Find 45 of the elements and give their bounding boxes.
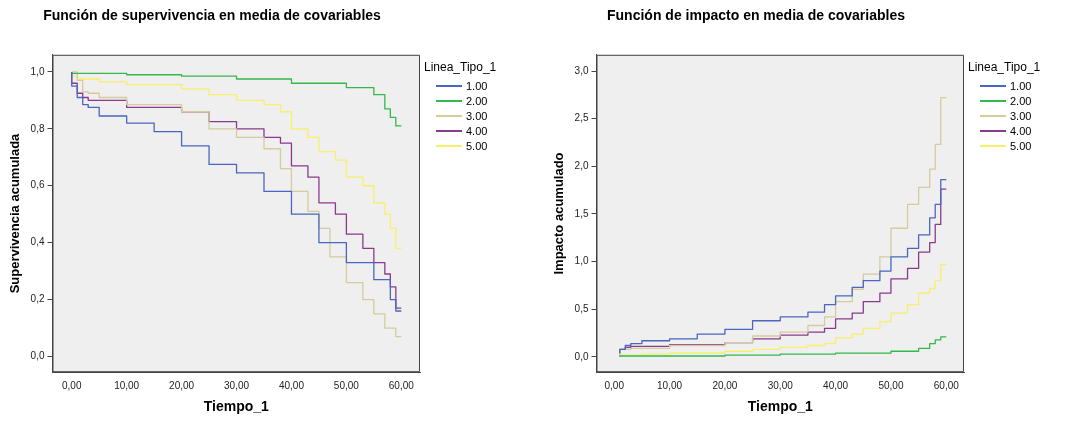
y-axis-title: Impacto acumulado — [551, 152, 567, 275]
chart-title: Función de impacto en media de covariables — [607, 7, 906, 24]
x-tick-label: 60,00 — [933, 379, 960, 391]
x-tick-label: 30,00 — [224, 379, 250, 391]
legend-label: 5.00 — [466, 139, 488, 152]
legend-title: Linea_Tipo_1 — [424, 60, 498, 74]
y-tick-label: 0,0 — [574, 350, 589, 362]
y-tick-label: 0,4 — [30, 236, 45, 248]
x-tick-label: 30,00 — [767, 379, 794, 391]
legend-label: 3.00 — [1010, 109, 1032, 122]
y-tick-label: 0,0 — [30, 350, 45, 362]
x-tick-label: 40,00 — [278, 379, 305, 391]
x-axis-title: Tiempo_1 — [747, 398, 814, 415]
y-tick-label: 0,6 — [30, 179, 45, 191]
x-tick-label: 0,00 — [61, 379, 82, 391]
y-axis-title: Supervivencia acumulada — [7, 132, 23, 294]
x-tick-label: 60,00 — [388, 379, 415, 391]
legend-label: 5.00 — [1010, 139, 1032, 152]
legend-label: 3.00 — [466, 109, 488, 122]
y-tick-label: 0,5 — [574, 303, 589, 315]
legend-label: 1.00 — [466, 79, 488, 92]
x-axis-title: Tiempo_1 — [203, 398, 270, 415]
y-tick-label: 0,8 — [30, 122, 45, 134]
chart-title: Función de supervivencia en media de covariables — [43, 7, 382, 24]
y-tick-label: 2,0 — [574, 160, 589, 172]
legend-label: 2.00 — [466, 94, 488, 107]
x-tick-label: 10,00 — [657, 379, 683, 391]
x-tick-label: 50,00 — [333, 379, 360, 391]
legend-label: 4.00 — [466, 124, 488, 137]
x-tick-label: 10,00 — [114, 379, 140, 391]
legend-label: 2.00 — [1010, 94, 1032, 107]
y-tick-label: 1,5 — [574, 207, 589, 219]
y-tick-label: 1,0 — [30, 65, 45, 77]
x-tick-label: 0,00 — [604, 379, 625, 391]
x-tick-label: 20,00 — [169, 379, 195, 391]
y-tick-label: 1,0 — [574, 255, 589, 267]
legend-title: Linea_Tipo_1 — [968, 60, 1042, 74]
x-tick-label: 20,00 — [712, 379, 738, 391]
y-tick-label: 3,0 — [574, 64, 589, 76]
x-tick-label: 50,00 — [878, 379, 904, 391]
legend-label: 4.00 — [1010, 124, 1032, 137]
y-tick-label: 0,2 — [30, 293, 45, 305]
y-tick-label: 2,5 — [574, 112, 589, 124]
x-tick-label: 40,00 — [823, 379, 849, 391]
legend-label: 1.00 — [1010, 79, 1032, 92]
